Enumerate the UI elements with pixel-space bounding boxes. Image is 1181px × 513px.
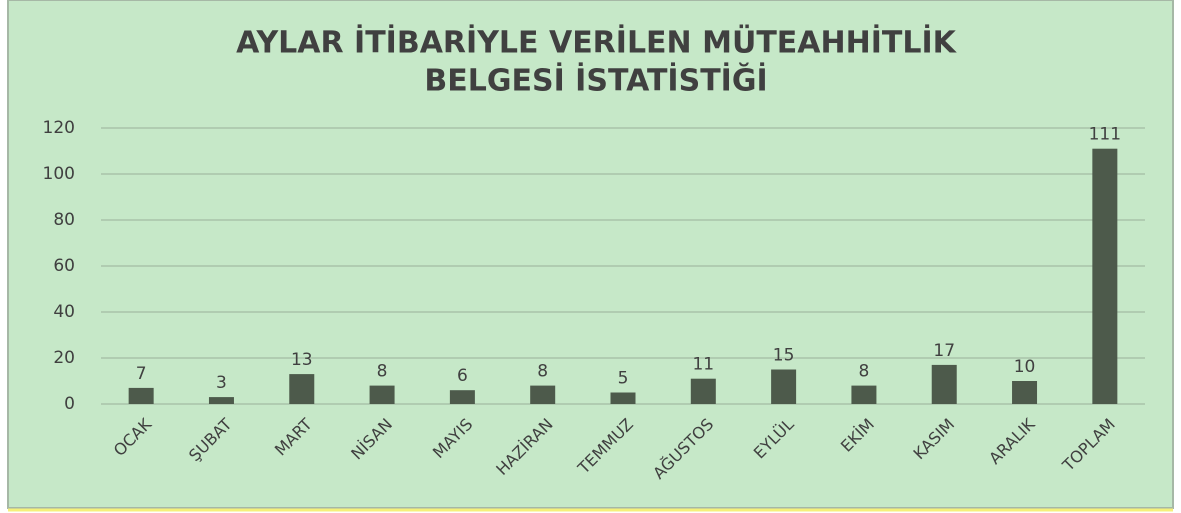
chart-background [7, 0, 1174, 509]
chart-title: AYLAR İTİBARİYLE VERİLEN MÜTEAHHİTLİK [236, 24, 958, 61]
y-tick-label: 80 [53, 210, 75, 230]
value-label: 10 [1014, 357, 1036, 377]
chart-title: BELGESİ İSTATİSTİĞİ [424, 62, 767, 99]
bar [1092, 148, 1118, 404]
bar [449, 390, 475, 404]
bar [771, 369, 797, 404]
y-tick-label: 20 [53, 348, 75, 368]
bar [128, 387, 154, 404]
bar [289, 374, 315, 404]
y-tick-label: 120 [43, 118, 75, 138]
y-tick-label: 100 [43, 164, 75, 184]
bar [530, 385, 556, 404]
value-label: 15 [773, 346, 795, 366]
bar [1012, 381, 1038, 404]
bar [610, 392, 636, 404]
bar [369, 385, 395, 404]
value-label: 8 [859, 362, 870, 382]
bar [931, 364, 957, 404]
y-tick-label: 0 [64, 394, 75, 414]
value-label: 8 [377, 362, 388, 382]
y-tick-label: 60 [53, 256, 75, 276]
value-label: 11 [692, 355, 714, 375]
y-tick-label: 40 [53, 302, 75, 322]
bar [851, 385, 877, 404]
value-label: 6 [457, 366, 468, 386]
value-label: 3 [216, 373, 227, 393]
value-label: 111 [1089, 125, 1121, 145]
bar [690, 378, 716, 404]
value-label: 7 [136, 364, 147, 384]
value-label: 13 [291, 350, 313, 370]
value-label: 17 [933, 341, 955, 361]
bar [208, 397, 234, 404]
value-label: 8 [537, 362, 548, 382]
value-label: 5 [618, 369, 629, 389]
